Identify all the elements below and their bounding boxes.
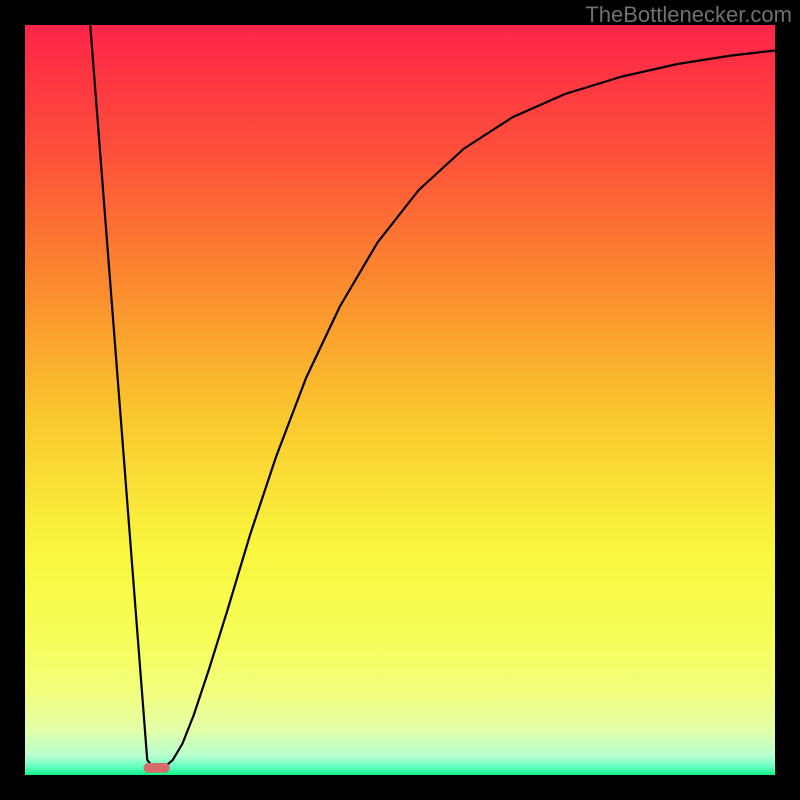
chart-background xyxy=(25,25,775,775)
chart-svg xyxy=(0,0,800,800)
optimal-point-marker xyxy=(144,763,170,773)
attribution-watermark: TheBottlenecker.com xyxy=(585,2,792,28)
chart-frame: TheBottlenecker.com xyxy=(0,0,800,800)
